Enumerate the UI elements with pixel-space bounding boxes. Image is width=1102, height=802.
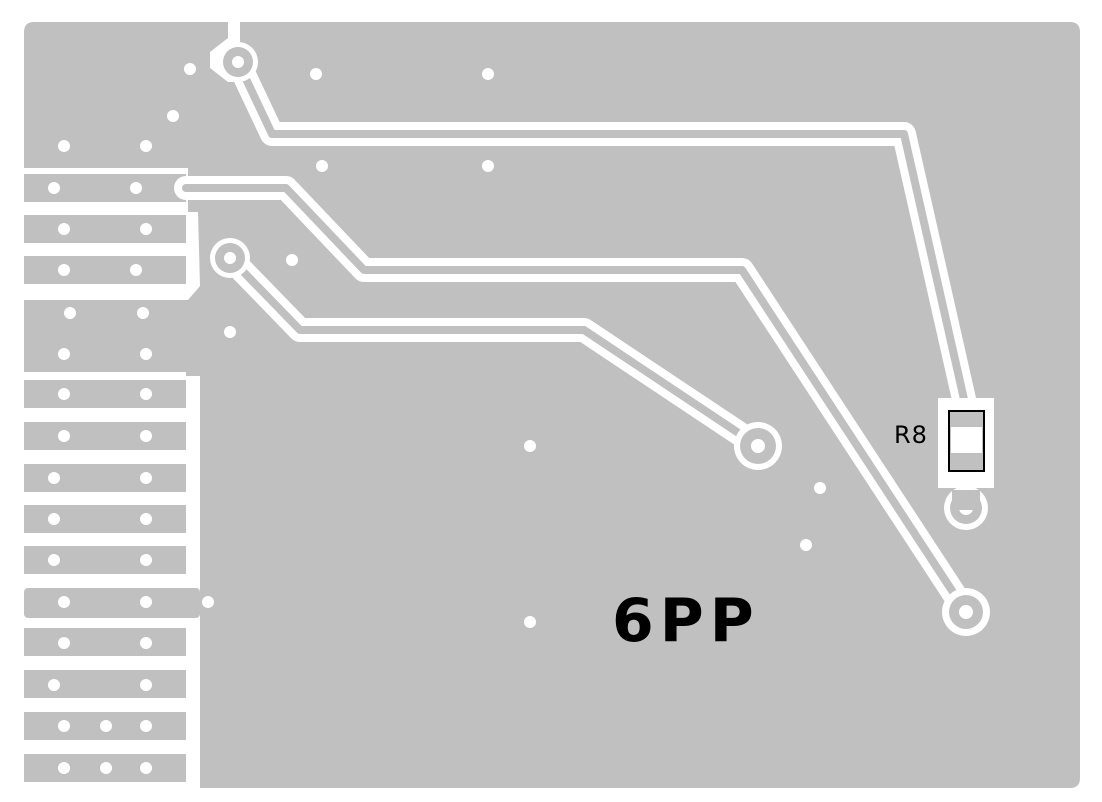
trace-1	[234, 58, 970, 412]
copper-traces	[182, 58, 970, 616]
finger-9	[24, 628, 186, 656]
vias	[48, 63, 826, 774]
finger-4	[24, 380, 186, 408]
copper-pour	[24, 22, 1080, 788]
finger-2	[24, 215, 186, 243]
finger-5	[24, 422, 186, 450]
finger-3	[24, 256, 186, 284]
board-label: 6PP	[612, 586, 760, 656]
trace-3	[226, 254, 762, 450]
resistor-label: R8	[894, 421, 928, 449]
resistor-r8	[938, 398, 994, 510]
trace-2	[182, 184, 970, 616]
